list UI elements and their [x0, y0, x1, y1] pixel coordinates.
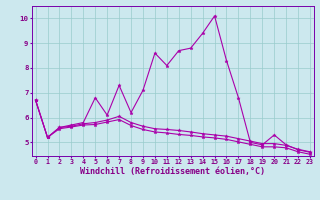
X-axis label: Windchill (Refroidissement éolien,°C): Windchill (Refroidissement éolien,°C): [80, 167, 265, 176]
